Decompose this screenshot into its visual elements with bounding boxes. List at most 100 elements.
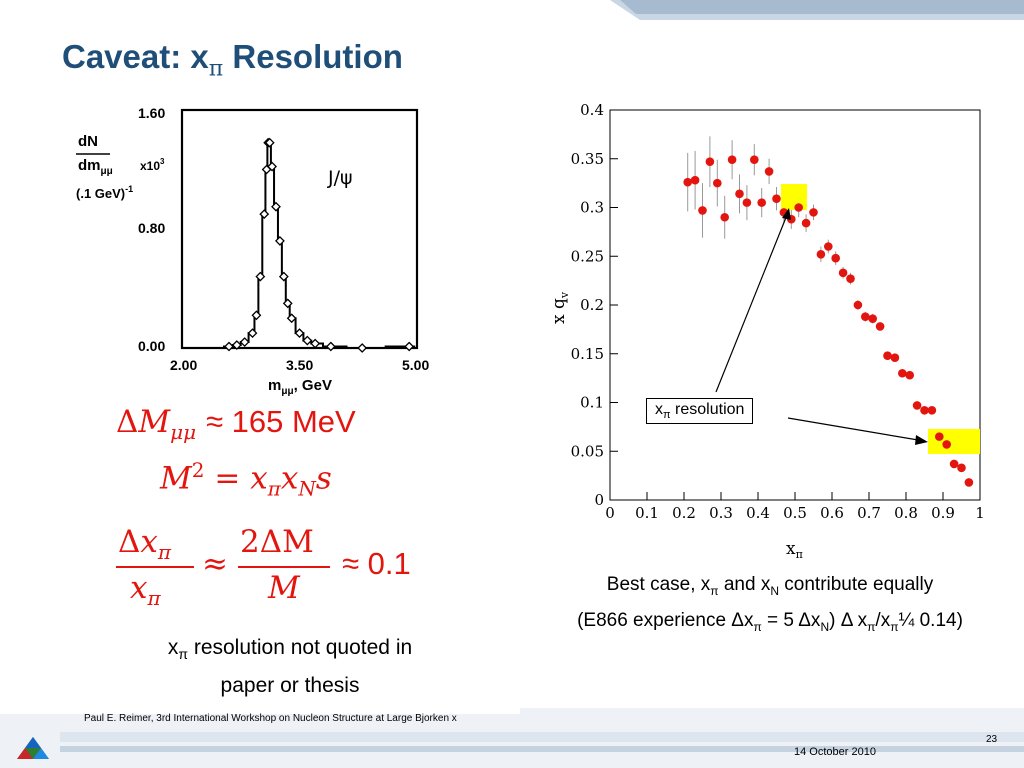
best-case-caption: Best case, xπ and xN contribute equally … <box>520 570 1020 642</box>
data-point <box>890 353 900 362</box>
note-line-1: xπ resolution not quoted in <box>167 636 413 663</box>
data-point <box>794 203 803 212</box>
jpsi-data-marker <box>357 343 368 353</box>
callout-arrowhead-mid <box>782 208 791 220</box>
data-point <box>853 300 863 310</box>
scatter-points <box>683 155 974 487</box>
y-tick-label: 0.35 <box>571 150 604 168</box>
jpsi-data-marker <box>274 235 285 246</box>
data-point <box>742 198 752 207</box>
x-tick-label: 0.6 <box>820 504 844 522</box>
equation-result: ≈ 0.1 <box>342 546 411 581</box>
y-axis-label-dm: dmμμ <box>78 157 113 177</box>
xqv-scatter-svg: 0 0.1 0.2 0.3 0.4 0.5 0.6 0.7 0.8 0.9 1 0 0.05 0.1 0.1… <box>549 101 985 561</box>
data-point <box>875 322 885 331</box>
jpsi-data-marker <box>294 328 305 339</box>
data-point <box>757 198 766 207</box>
resolution-callout: xπ resolution <box>646 398 754 425</box>
data-point <box>942 440 951 449</box>
callout-arrow-mid <box>715 209 790 393</box>
jpsi-data-marker <box>282 298 293 309</box>
equation-delta-m: ΔMμμ ≈ 165 MeV <box>116 404 356 445</box>
page-number: 23 <box>986 734 998 745</box>
x-tick-label: 0.9 <box>931 504 955 522</box>
y-tick-label: 0.00 <box>138 338 165 354</box>
data-point <box>727 155 737 165</box>
page-title: Caveat: xπ Resolution <box>62 38 403 82</box>
jpsi-data-marker <box>255 271 266 282</box>
y-axis-label-unit: (.1 GeV)-1 <box>76 184 133 201</box>
data-point <box>898 368 907 378</box>
data-point <box>831 253 840 263</box>
x-tick-label: 0.5 <box>783 504 807 522</box>
x-tick-label: 0.8 <box>894 504 918 522</box>
jpsi-mass-plot: 1.60 0.80 0.00 2.00 3.50 5.00 dN dmμμ (.… <box>72 100 442 400</box>
lab-logo-icon <box>17 737 49 759</box>
data-point <box>838 268 848 278</box>
jpsi-data-marker <box>247 328 258 339</box>
data-point <box>846 274 855 283</box>
scatter-ticks: 0 0.1 0.2 0.3 0.4 0.5 0.6 0.7 0.8 0.9 1 0 0.05 0.1 0.1… <box>571 101 985 522</box>
equation-mass-squared: M2 = xπxNs <box>160 458 332 501</box>
data-point <box>912 401 922 410</box>
x-tick-label: 2.00 <box>170 357 197 373</box>
y-tick-label: 0.25 <box>571 247 604 265</box>
jpsi-data-marker <box>302 335 313 346</box>
highlight-box-high <box>928 429 980 454</box>
data-point <box>809 208 818 217</box>
data-point <box>750 155 759 165</box>
data-point <box>772 194 781 204</box>
data-point <box>801 218 811 228</box>
y-tick-label: 0 <box>594 491 604 509</box>
data-point <box>868 314 877 323</box>
data-point <box>861 312 870 321</box>
y-tick-label: 1.60 <box>138 105 165 121</box>
jpsi-series <box>223 137 416 353</box>
y-tick-label: 0.3 <box>580 199 604 217</box>
xqv-scatter-plot: 0 0.1 0.2 0.3 0.4 0.5 0.6 0.7 0.8 0.9 1 0 0.05 0.1 0.1… <box>540 96 1000 566</box>
data-point <box>816 250 826 259</box>
data-point <box>683 177 692 187</box>
footer-date: 14 October 2010 <box>794 746 876 758</box>
resolution-note: xπ resolution not quoted in paper or the… <box>100 632 480 702</box>
x-tick-label: 0 <box>605 504 615 522</box>
data-point <box>957 463 966 473</box>
fraction2-numerator: 2ΔM <box>240 524 314 560</box>
x-axis-label: xπ <box>786 539 803 561</box>
data-point <box>964 478 974 487</box>
y-tick-label: 0.80 <box>138 220 165 236</box>
x-tick-label: 3.50 <box>286 357 313 373</box>
y-tick-label: 0.15 <box>571 345 604 363</box>
y-tick-label: 0.05 <box>571 442 604 460</box>
data-point <box>905 370 914 380</box>
x-tick-label: 0.2 <box>672 504 696 522</box>
caption-line-1: Best case, xπ and xN contribute equally <box>606 574 934 598</box>
y-tick-label: 0.2 <box>580 296 604 314</box>
jpsi-data-marker <box>259 209 270 220</box>
data-point <box>698 206 707 215</box>
footer-credit: Paul E. Reimer, 3rd International Worksh… <box>84 713 457 724</box>
caption-line-2: (E866 experience Δxπ = 5 ΔxN) Δ xπ/xπ¼ 0… <box>577 609 963 634</box>
y-tick-label: 0.4 <box>580 101 604 119</box>
jpsi-mass-svg: 1.60 0.80 0.00 2.00 3.50 5.00 dN dmμμ (.… <box>76 105 429 397</box>
data-point <box>713 178 722 188</box>
y-axis-label: x qv <box>549 291 571 324</box>
data-point <box>824 242 833 251</box>
x-tick-label: 0.7 <box>857 504 881 522</box>
data-point <box>920 406 929 415</box>
jpsi-data-marker <box>224 341 234 352</box>
jpsi-annotation: J/ψ <box>327 167 353 189</box>
approx-sign: ≈ <box>202 546 228 582</box>
y-axis-scale: x103 <box>140 157 165 173</box>
x-tick-label: 0.4 <box>746 504 770 522</box>
footer-band <box>0 706 1024 768</box>
jpsi-histogram-line <box>223 141 416 349</box>
jpsi-data-marker <box>267 161 278 172</box>
y-axis-label-dn: dN <box>78 133 98 150</box>
x-tick-label: 0.1 <box>635 504 659 522</box>
callout-arrowhead-high <box>915 435 928 445</box>
y-tick-label: 0.1 <box>580 394 604 412</box>
jpsi-data-marker <box>404 341 415 352</box>
scatter-error-bars <box>687 136 970 485</box>
equation-resolution-ratio: Δxπ xπ ≈ 2ΔM M ≈ 0.1 <box>112 524 442 610</box>
